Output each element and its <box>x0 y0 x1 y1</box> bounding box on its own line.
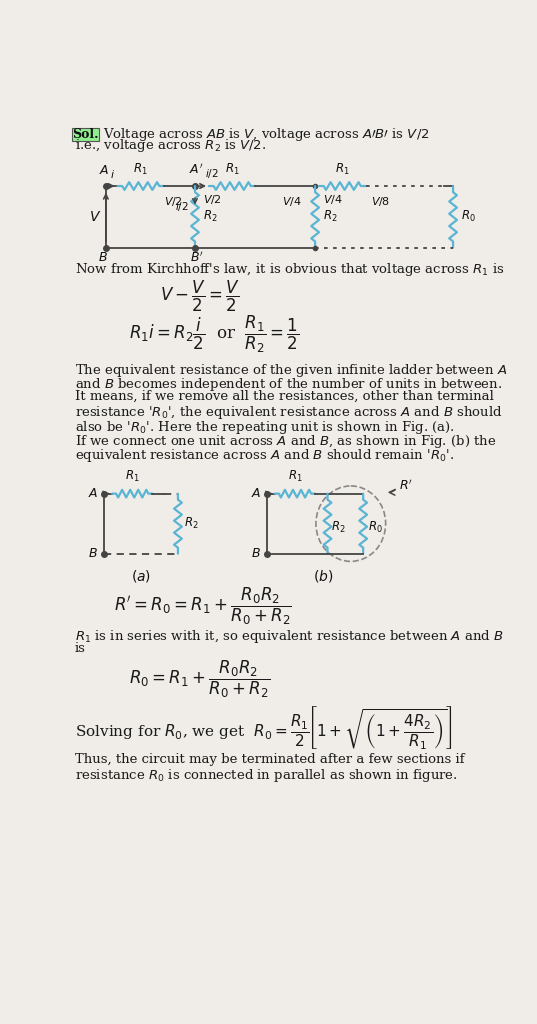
Text: $R_1$: $R_1$ <box>125 469 140 484</box>
Text: It means, if we remove all the resistances, other than terminal: It means, if we remove all the resistanc… <box>75 390 494 403</box>
Text: equivalent resistance across $A$ and $B$ should remain '$R_0$'.: equivalent resistance across $A$ and $B$… <box>75 447 454 464</box>
Text: $R_2$: $R_2$ <box>203 209 217 224</box>
Text: $A$: $A$ <box>251 487 261 500</box>
Text: is: is <box>75 642 86 655</box>
Text: $R_2$: $R_2$ <box>331 520 346 536</box>
Text: Solving for $R_0$, we get  $R_0 = \dfrac{R_1}{2}\!\left[1 + \sqrt{\left(1 + \dfr: Solving for $R_0$, we get $R_0 = \dfrac{… <box>75 706 453 753</box>
Text: $V/4$: $V/4$ <box>323 194 343 207</box>
Text: $V - \dfrac{V}{2} = \dfrac{V}{2}$: $V - \dfrac{V}{2} = \dfrac{V}{2}$ <box>160 279 240 313</box>
Text: $B$: $B$ <box>98 251 108 264</box>
Text: If we connect one unit across $A$ and $B$, as shown in Fig. (b) the: If we connect one unit across $A$ and $B… <box>75 433 496 450</box>
Text: $V/2$: $V/2$ <box>203 194 222 207</box>
Text: $i/2$: $i/2$ <box>175 200 189 213</box>
FancyBboxPatch shape <box>72 128 99 140</box>
Text: $B$: $B$ <box>88 547 98 560</box>
Text: $R_1$ is in series with it, so equivalent resistance between $A$ and $B$: $R_1$ is in series with it, so equivalen… <box>75 629 504 645</box>
Text: Thus, the circuit may be terminated after a few sections if: Thus, the circuit may be terminated afte… <box>75 753 465 766</box>
Text: $i$: $i$ <box>110 168 114 180</box>
Text: $R'$: $R'$ <box>399 478 412 494</box>
Text: Now from Kirchhoff's law, it is obvious that voltage across $R_1$ is: Now from Kirchhoff's law, it is obvious … <box>75 261 504 279</box>
Text: i.e., voltage across $R_2$ is $V/2$.: i.e., voltage across $R_2$ is $V/2$. <box>75 137 266 154</box>
Text: $(a)$: $(a)$ <box>131 567 151 584</box>
Text: The equivalent resistance of the given infinite ladder between $A$: The equivalent resistance of the given i… <box>75 361 507 379</box>
Text: $A$: $A$ <box>99 164 110 177</box>
Text: $i/2$: $i/2$ <box>205 167 219 180</box>
Text: $R_2$: $R_2$ <box>323 209 337 224</box>
Text: $R_0$: $R_0$ <box>461 209 476 224</box>
Text: $(b)$: $(b)$ <box>313 567 333 584</box>
Text: $V$: $V$ <box>89 210 101 224</box>
Text: $R' = R_0 = R_1 + \dfrac{R_0 R_2}{R_0 + R_2}$: $R' = R_0 = R_1 + \dfrac{R_0 R_2}{R_0 + … <box>114 586 292 628</box>
Text: and $B$ becomes independent of the number of units in between.: and $B$ becomes independent of the numbe… <box>75 376 502 393</box>
Text: $A'$: $A'$ <box>188 162 203 177</box>
Text: also be '$R_0$'. Here the repeating unit is shown in Fig. (a).: also be '$R_0$'. Here the repeating unit… <box>75 419 455 435</box>
Text: $A$: $A$ <box>88 487 98 500</box>
Text: $R_1 i = R_2 \dfrac{i}{2}$  or  $\dfrac{R_1}{R_2} = \dfrac{1}{2}$: $R_1 i = R_2 \dfrac{i}{2}$ or $\dfrac{R_… <box>129 313 299 355</box>
Text: $V/4$: $V/4$ <box>282 196 302 208</box>
Text: $B'$: $B'$ <box>191 251 204 265</box>
Text: $V/2$: $V/2$ <box>164 196 183 208</box>
Text: resistance '$R_0$', the equivalent resistance across $A$ and $B$ should: resistance '$R_0$', the equivalent resis… <box>75 404 503 421</box>
Text: $R_1$: $R_1$ <box>335 162 350 177</box>
Text: $R_1$: $R_1$ <box>133 162 148 177</box>
Text: Sol.: Sol. <box>72 128 98 141</box>
Text: $R_0 = R_1 + \dfrac{R_0 R_2}{R_0 + R_2}$: $R_0 = R_1 + \dfrac{R_0 R_2}{R_0 + R_2}$ <box>129 659 270 700</box>
Text: $R_2$: $R_2$ <box>184 516 199 531</box>
Text: resistance $R_0$ is connected in parallel as shown in figure.: resistance $R_0$ is connected in paralle… <box>75 767 458 784</box>
Text: Voltage across $AB$ is $V$, voltage across $A\prime B\prime$ is $V/2$: Voltage across $AB$ is $V$, voltage acro… <box>103 126 429 143</box>
Text: $B$: $B$ <box>251 547 261 560</box>
Text: $V/8$: $V/8$ <box>372 196 390 208</box>
Text: $R_1$: $R_1$ <box>288 469 302 484</box>
Text: $R_1$: $R_1$ <box>225 162 240 177</box>
Text: $R_0$: $R_0$ <box>368 520 383 536</box>
